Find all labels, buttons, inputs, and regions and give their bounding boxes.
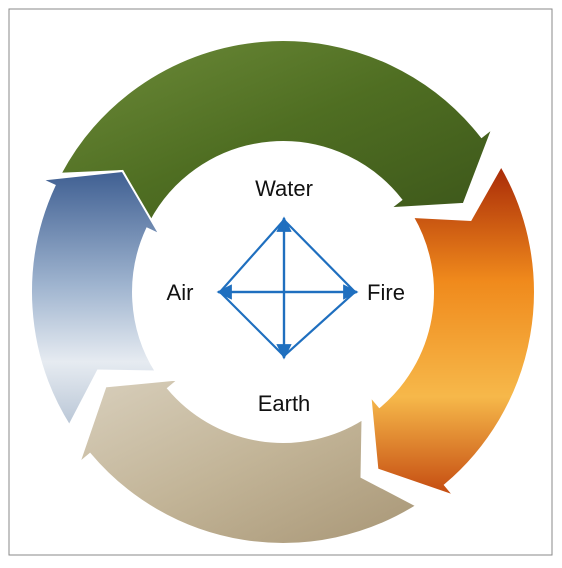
node-label: Fire bbox=[367, 280, 405, 305]
page: Water Fire Earth Air (() => { const data… bbox=[0, 0, 562, 563]
node-label: Water bbox=[255, 176, 313, 201]
cycle-arrow bbox=[79, 379, 416, 544]
node-label: Earth bbox=[258, 391, 311, 416]
cycle-arrow bbox=[370, 166, 535, 496]
diagram: Water Fire Earth Air bbox=[0, 0, 562, 563]
diamond bbox=[220, 220, 355, 356]
node-label: Air bbox=[167, 280, 194, 305]
connector-diamond bbox=[218, 218, 357, 358]
